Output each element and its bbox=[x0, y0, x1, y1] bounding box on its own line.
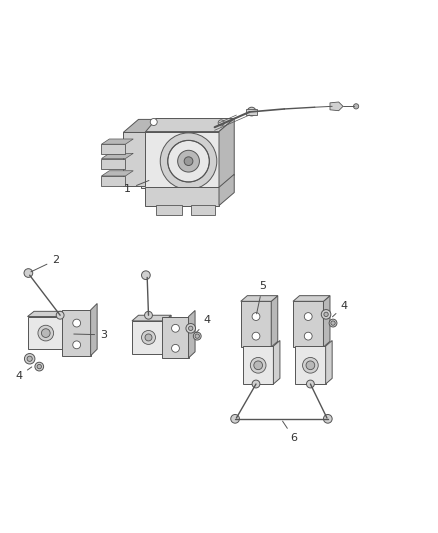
Circle shape bbox=[27, 356, 32, 361]
Circle shape bbox=[186, 324, 195, 333]
Polygon shape bbox=[102, 176, 125, 186]
Text: 4: 4 bbox=[332, 301, 348, 317]
Polygon shape bbox=[102, 171, 133, 176]
Circle shape bbox=[37, 365, 42, 369]
Circle shape bbox=[231, 415, 240, 423]
Circle shape bbox=[304, 313, 312, 320]
Circle shape bbox=[193, 332, 201, 340]
Polygon shape bbox=[102, 158, 125, 168]
Circle shape bbox=[329, 319, 337, 327]
Polygon shape bbox=[219, 174, 234, 206]
Circle shape bbox=[321, 310, 331, 319]
Circle shape bbox=[188, 326, 193, 330]
Circle shape bbox=[141, 271, 150, 279]
Circle shape bbox=[141, 330, 155, 344]
Circle shape bbox=[252, 380, 260, 388]
Circle shape bbox=[25, 353, 35, 364]
Circle shape bbox=[303, 358, 318, 373]
Circle shape bbox=[73, 319, 81, 327]
Circle shape bbox=[324, 312, 328, 317]
Circle shape bbox=[195, 334, 199, 338]
Circle shape bbox=[323, 415, 332, 423]
Circle shape bbox=[56, 311, 64, 319]
Circle shape bbox=[254, 361, 262, 370]
Circle shape bbox=[252, 332, 260, 340]
Polygon shape bbox=[293, 301, 323, 347]
Circle shape bbox=[307, 380, 314, 388]
Circle shape bbox=[35, 362, 44, 371]
Circle shape bbox=[252, 313, 260, 320]
Circle shape bbox=[172, 344, 180, 352]
Circle shape bbox=[306, 361, 315, 370]
Polygon shape bbox=[91, 303, 97, 356]
Polygon shape bbox=[64, 311, 71, 349]
Polygon shape bbox=[123, 133, 145, 186]
Circle shape bbox=[145, 334, 152, 341]
Text: 2: 2 bbox=[31, 255, 60, 272]
Circle shape bbox=[353, 104, 359, 109]
Text: 4: 4 bbox=[15, 367, 32, 381]
Text: 5: 5 bbox=[257, 281, 266, 314]
Text: 4: 4 bbox=[196, 316, 211, 333]
Polygon shape bbox=[273, 341, 280, 384]
Circle shape bbox=[218, 120, 224, 126]
Circle shape bbox=[150, 118, 157, 125]
Polygon shape bbox=[243, 346, 273, 384]
Polygon shape bbox=[188, 310, 195, 358]
Circle shape bbox=[73, 341, 81, 349]
Polygon shape bbox=[293, 296, 330, 301]
Circle shape bbox=[145, 311, 152, 319]
Polygon shape bbox=[28, 317, 64, 349]
Polygon shape bbox=[323, 296, 330, 347]
Text: 6: 6 bbox=[283, 421, 297, 443]
Circle shape bbox=[42, 329, 50, 337]
Polygon shape bbox=[330, 102, 343, 111]
Polygon shape bbox=[241, 301, 271, 347]
Polygon shape bbox=[123, 119, 156, 133]
Polygon shape bbox=[191, 205, 215, 215]
Polygon shape bbox=[141, 132, 219, 188]
Circle shape bbox=[168, 140, 209, 182]
Polygon shape bbox=[165, 315, 171, 353]
Text: 1: 1 bbox=[124, 181, 149, 194]
Polygon shape bbox=[325, 341, 332, 384]
Circle shape bbox=[331, 321, 335, 325]
Circle shape bbox=[184, 157, 193, 166]
Polygon shape bbox=[162, 317, 188, 358]
Polygon shape bbox=[102, 154, 133, 158]
Circle shape bbox=[24, 269, 33, 277]
Circle shape bbox=[251, 358, 266, 373]
Polygon shape bbox=[295, 346, 325, 384]
Polygon shape bbox=[219, 118, 234, 188]
Circle shape bbox=[38, 325, 53, 341]
Polygon shape bbox=[132, 315, 171, 321]
Bar bbox=[246, 109, 257, 115]
Polygon shape bbox=[145, 187, 219, 206]
Circle shape bbox=[304, 332, 312, 340]
Circle shape bbox=[178, 150, 199, 172]
Polygon shape bbox=[102, 139, 133, 144]
Text: 3: 3 bbox=[74, 330, 107, 340]
Polygon shape bbox=[62, 310, 91, 356]
Circle shape bbox=[172, 325, 180, 332]
Polygon shape bbox=[28, 311, 71, 317]
Circle shape bbox=[160, 133, 217, 189]
Circle shape bbox=[247, 107, 256, 116]
Polygon shape bbox=[241, 296, 278, 301]
Polygon shape bbox=[132, 321, 165, 353]
Polygon shape bbox=[141, 118, 234, 132]
Polygon shape bbox=[156, 205, 182, 215]
Polygon shape bbox=[102, 144, 125, 154]
Polygon shape bbox=[271, 296, 278, 347]
